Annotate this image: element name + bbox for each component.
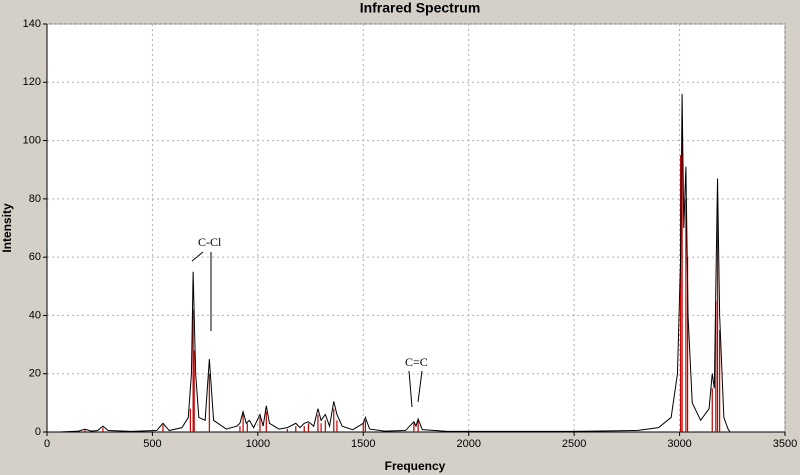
annotation-leader (417, 370, 423, 403)
y-tick-label: 40 (29, 309, 41, 321)
y-axis-label: Intensity (0, 203, 14, 253)
y-tick-label: 140 (23, 18, 41, 30)
x-tick-label: 3500 (773, 438, 797, 450)
y-tick-label: 100 (23, 134, 41, 146)
annotation-leader (191, 251, 204, 262)
y-tick-label: 60 (29, 251, 41, 263)
x-tick-label: 2500 (562, 438, 586, 450)
x-tick-label: 500 (143, 438, 161, 450)
x-axis-label: Frequency (385, 459, 446, 473)
y-tick-label: 0 (35, 426, 41, 438)
x-tick-label: 3000 (667, 438, 691, 450)
x-tick-label: 0 (44, 438, 50, 450)
y-tick-label: 120 (23, 76, 41, 88)
x-tick-label: 1500 (351, 438, 375, 450)
plot-area (46, 23, 786, 433)
annotation-leader (408, 370, 413, 408)
y-tick-label: 80 (29, 193, 41, 205)
annotation: C-Cl (198, 235, 222, 249)
y-tick-label: 20 (29, 368, 41, 380)
spectrum-line (59, 93, 731, 433)
chart-title: Infrared Spectrum (360, 0, 481, 16)
x-tick-label: 2000 (456, 438, 480, 450)
x-tick-label: 1000 (246, 438, 270, 450)
annotation: C=C (405, 355, 428, 369)
